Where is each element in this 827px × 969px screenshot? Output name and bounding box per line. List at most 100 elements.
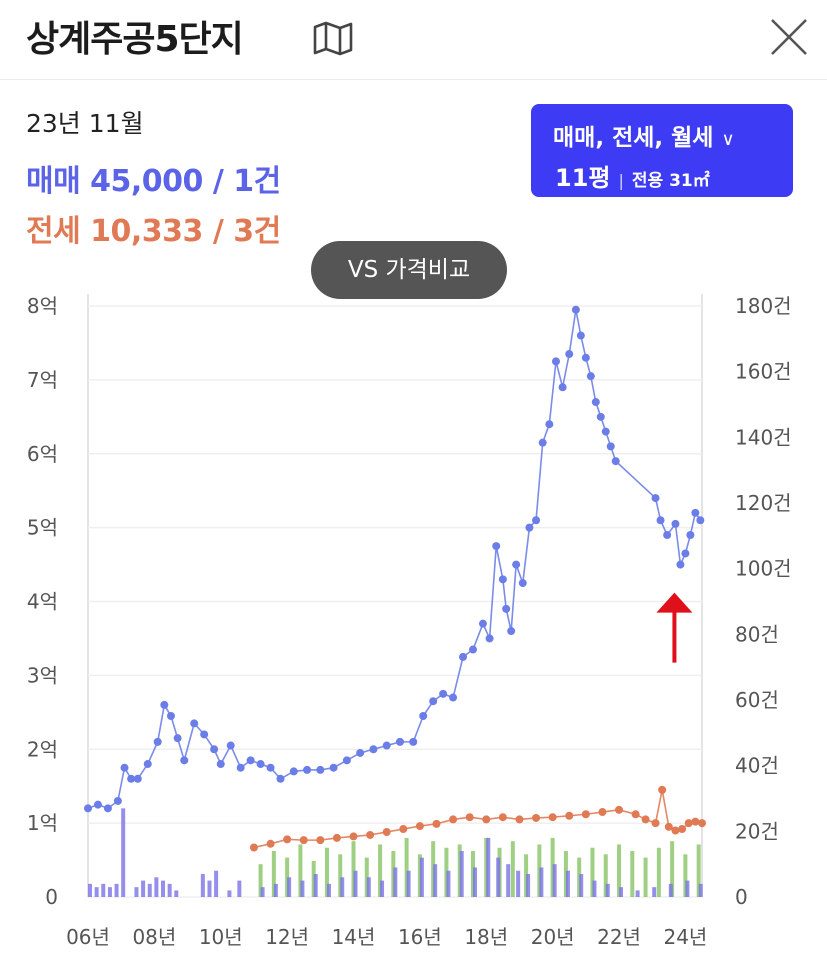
jeonse-volume-bar [656, 847, 661, 897]
sale-price-point [173, 734, 182, 743]
sale-price-point [538, 438, 547, 447]
y-right-tick-label: 180건 [735, 294, 792, 318]
sale-price-point [492, 542, 501, 551]
sale-volume-bar [668, 883, 673, 897]
jeonse-price-point [658, 785, 667, 794]
sale-price-point [200, 730, 209, 739]
sale-volume-bar [287, 877, 292, 897]
jeonse-volume-bar [338, 854, 343, 897]
sale-price-point [518, 579, 527, 588]
close-icon[interactable] [766, 14, 812, 60]
sale-price-point [586, 372, 595, 381]
sale-price-point [84, 804, 92, 813]
jeonse-volume-bar [378, 844, 383, 897]
sale-price-point [512, 560, 521, 569]
price-compare-button[interactable]: VS 가격비교 [311, 241, 507, 299]
sale-volume-bar [121, 808, 126, 897]
sale-volume-bar [419, 857, 424, 897]
sale-price-point [429, 697, 438, 706]
sale-volume-bar [552, 864, 557, 897]
jeonse-price-point [684, 819, 693, 828]
sale-volume-bar [214, 870, 219, 897]
jeonse-price-point [691, 817, 700, 826]
map-icon[interactable] [312, 20, 354, 56]
sale-price-point [478, 619, 487, 628]
sale-price-point [369, 745, 378, 754]
x-tick-label: 06년 [66, 925, 110, 949]
sale-price-summary: 매매 45,000 / 1건 [26, 164, 281, 199]
sale-price-point [127, 774, 136, 783]
sale-volume-bar [94, 887, 99, 897]
y-right-tick-label: 160건 [735, 360, 792, 384]
x-tick-label: 24년 [663, 925, 707, 949]
y-right-tick-label: 80건 [735, 622, 779, 646]
sale-price-point [382, 741, 391, 750]
jeonse-price-point [432, 819, 441, 828]
sale-volume-bar [147, 883, 152, 897]
sale-price-point [289, 767, 298, 776]
sale-price-point [468, 645, 477, 654]
sale-price-point [316, 765, 325, 774]
jeonse-price-point [415, 822, 424, 831]
sale-price-point [180, 756, 189, 765]
jeonse-price-point [651, 819, 660, 828]
x-tick-label: 16년 [398, 925, 442, 949]
sale-price-point [565, 350, 574, 359]
jeonse-price-point [482, 815, 491, 824]
y-left-tick-label: 0 [45, 885, 58, 909]
sale-price-point [691, 508, 700, 517]
sale-price-point [166, 712, 175, 721]
sale-price-point [558, 383, 567, 392]
sale-volume-bar [496, 857, 501, 897]
sale-price-point [120, 763, 129, 772]
sale-price-point [525, 523, 534, 532]
sale-price-point [507, 627, 516, 636]
sale-price-point [395, 737, 404, 746]
x-tick-label: 22년 [597, 925, 641, 949]
jeonse-volume-bar [258, 864, 263, 897]
sale-price-point [303, 765, 312, 774]
jeonse-price-point [399, 825, 408, 834]
unit-size-label: 11평 [555, 164, 611, 192]
sale-price-point [663, 531, 672, 540]
sale-price-point [190, 719, 199, 728]
sale-volume-bar [154, 877, 159, 897]
x-tick-label: 20년 [531, 925, 575, 949]
sale-volume-bar [539, 867, 544, 897]
sale-price-point [246, 756, 255, 765]
jeonse-price-point [332, 833, 341, 842]
sale-price-point [153, 737, 162, 746]
sale-volume-bar [207, 880, 212, 897]
sale-price-point [651, 494, 660, 503]
sale-volume-bar [446, 870, 451, 897]
jeonse-volume-bar [643, 857, 648, 897]
jeonse-volume-bar [404, 837, 409, 897]
jeonse-volume-bar [617, 844, 622, 897]
sale-volume-bar [433, 864, 438, 897]
sale-price-point [236, 763, 245, 772]
sale-volume-bar [516, 870, 521, 897]
jeonse-price-point [671, 826, 680, 835]
y-left-tick-label: 2억 [27, 737, 58, 761]
sale-price-point [681, 549, 690, 558]
sale-volume-bar [300, 880, 305, 897]
y-right-tick-label: 0 [735, 885, 748, 909]
annotation-arrow-head [656, 592, 693, 613]
sale-volume-bar [88, 883, 92, 897]
jeonse-volume-bar [271, 851, 276, 897]
trade-type-filter-button[interactable]: 매매, 전세, 월세 ∨ 11평 | 전용 31㎡ [531, 104, 793, 197]
sale-volume-bar [565, 870, 570, 897]
x-tick-label: 08년 [132, 925, 176, 949]
jeonse-price-point [641, 815, 650, 824]
jeonse-price-point [266, 839, 275, 848]
sale-price-point [216, 760, 225, 769]
x-tick-label: 14년 [332, 925, 376, 949]
sale-volume-bar [486, 837, 491, 897]
sale-volume-bar [366, 877, 371, 897]
price-chart: 0 1억 2억 3억 4억 5억 6억 7억 8억 0 20건 40건 60건 80건 100건 120건 14… [27, 294, 792, 949]
sale-price-point [498, 575, 507, 584]
sale-price-point [419, 712, 428, 721]
jeonse-volume-bar [670, 841, 675, 897]
jeonse-price-point [581, 810, 590, 819]
sale-price-point [596, 412, 605, 421]
